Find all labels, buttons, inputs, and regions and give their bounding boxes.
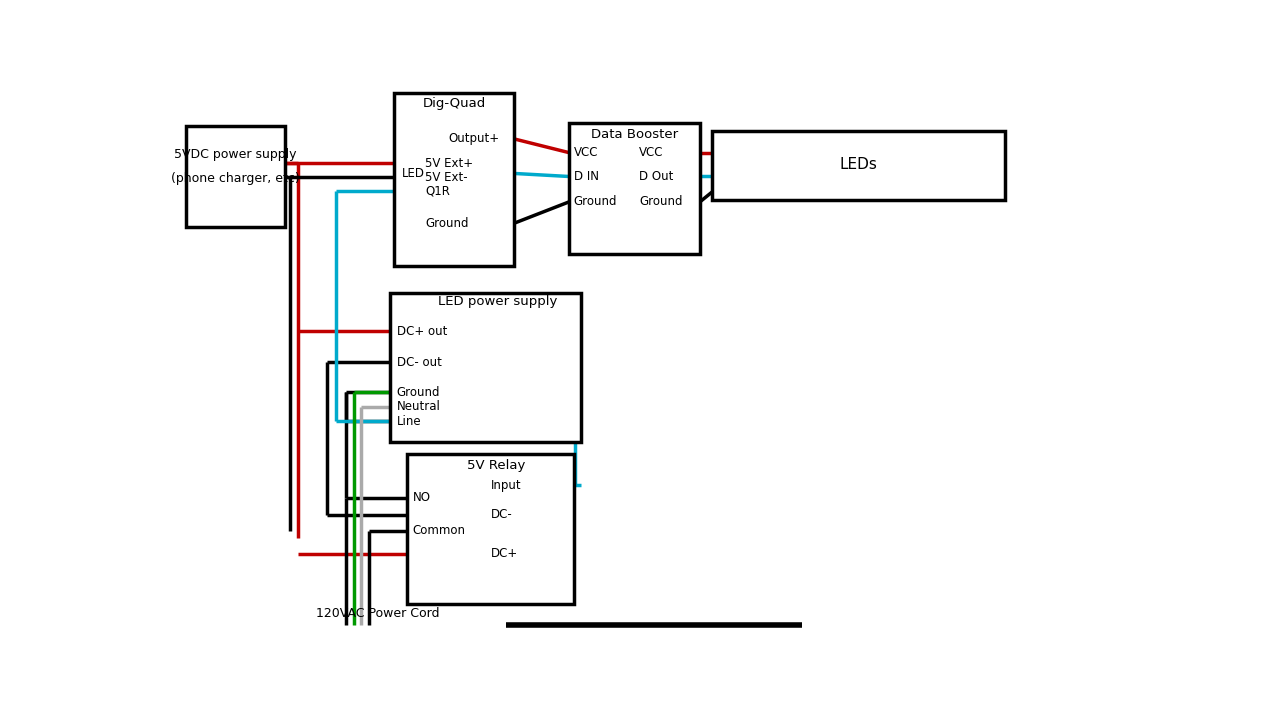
Text: Dig-Quad: Dig-Quad bbox=[422, 96, 486, 110]
Text: 5V Ext+: 5V Ext+ bbox=[425, 157, 474, 170]
Bar bbox=[394, 93, 513, 266]
Text: 5V Ext-: 5V Ext- bbox=[425, 171, 467, 184]
Text: Ground: Ground bbox=[397, 386, 440, 399]
Text: Input: Input bbox=[492, 479, 522, 492]
Text: VCC: VCC bbox=[573, 146, 598, 159]
Text: Output+: Output+ bbox=[448, 132, 499, 145]
Bar bbox=[712, 131, 1005, 199]
Text: Data Booster: Data Booster bbox=[591, 127, 678, 140]
Text: DC+ out: DC+ out bbox=[397, 325, 447, 338]
Text: LEDs: LEDs bbox=[840, 158, 878, 172]
Text: Neutral: Neutral bbox=[397, 400, 440, 413]
Bar bbox=[390, 293, 581, 442]
Text: (phone charger, etc): (phone charger, etc) bbox=[172, 172, 300, 185]
Text: DC-: DC- bbox=[492, 508, 513, 521]
Text: NO: NO bbox=[412, 491, 430, 504]
Text: Line: Line bbox=[397, 415, 421, 428]
Bar bbox=[407, 454, 573, 604]
Text: Ground: Ground bbox=[639, 195, 682, 208]
Text: 120VAC Power Cord: 120VAC Power Cord bbox=[315, 608, 439, 621]
Bar bbox=[187, 127, 285, 228]
Text: DC- out: DC- out bbox=[397, 356, 442, 369]
Text: D IN: D IN bbox=[573, 170, 599, 183]
Bar bbox=[570, 123, 700, 254]
Text: Common: Common bbox=[412, 524, 466, 537]
Text: DC+: DC+ bbox=[492, 547, 518, 560]
Text: 5VDC power supply: 5VDC power supply bbox=[174, 148, 297, 161]
Text: VCC: VCC bbox=[639, 146, 663, 159]
Text: D Out: D Out bbox=[639, 170, 673, 183]
Text: LED: LED bbox=[402, 167, 425, 180]
Text: Q1R: Q1R bbox=[425, 184, 449, 197]
Text: 5V Relay: 5V Relay bbox=[467, 459, 525, 472]
Text: LED power supply: LED power supply bbox=[439, 295, 558, 308]
Text: Ground: Ground bbox=[573, 195, 617, 208]
Text: Ground: Ground bbox=[425, 217, 468, 230]
